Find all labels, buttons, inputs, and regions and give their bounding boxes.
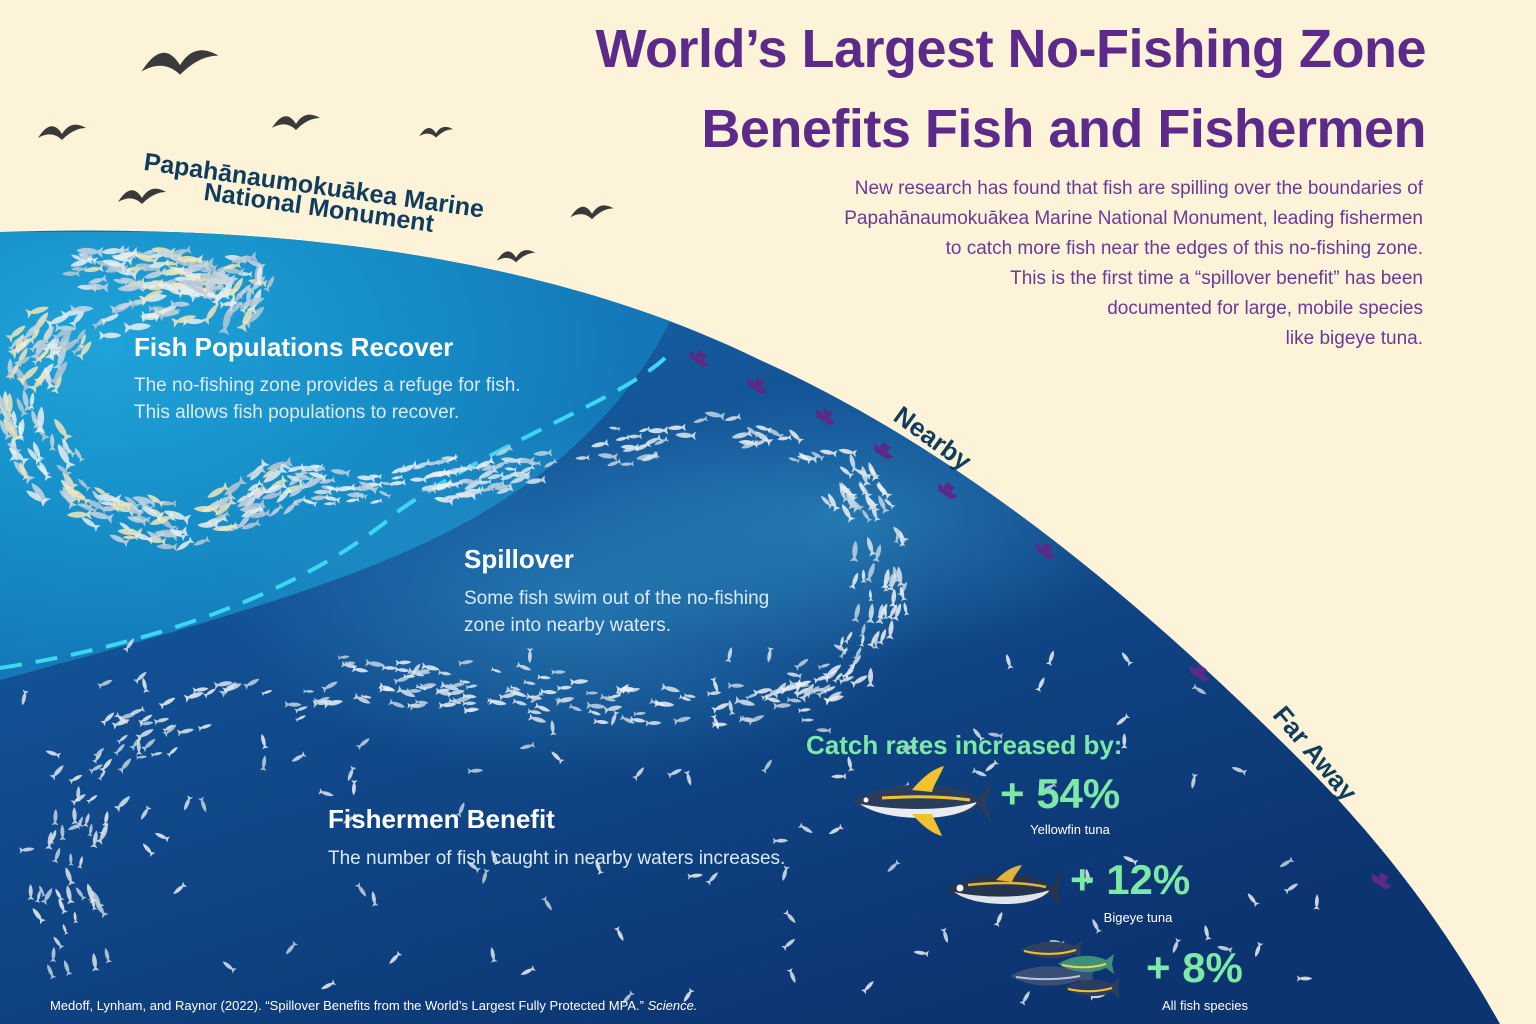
intro-line-2: Papahānaumokuākea Marine National Monume… bbox=[844, 208, 1423, 229]
bigeye-label: Bigeye tuna bbox=[1103, 910, 1173, 925]
citation-journal: Science. bbox=[647, 998, 698, 1013]
spillover-body-line-1: Some fish swim out of the no-fishing bbox=[464, 588, 770, 609]
yellowfin-percent: + 54% bbox=[1000, 770, 1121, 817]
spillover-heading: Spillover bbox=[464, 544, 574, 574]
fishermen-heading: Fishermen Benefit bbox=[328, 804, 555, 834]
intro-line-4: This is the first time a “spillover bene… bbox=[1010, 268, 1423, 289]
title-line-1: World’s Largest No-Fishing Zone bbox=[595, 19, 1426, 79]
title-line-2: Benefits Fish and Fishermen bbox=[701, 99, 1426, 159]
all-species-label: All fish species bbox=[1162, 998, 1248, 1013]
mixed-fish-icon bbox=[1010, 940, 1120, 998]
citation-text: Medoff, Lynham, and Raynor (2022). “Spil… bbox=[50, 998, 644, 1013]
bigeye-percent: + 12% bbox=[1070, 856, 1191, 903]
intro-line-5: documented for large, mobile species bbox=[1107, 298, 1423, 319]
intro-line-3: to catch more fish near the edges of thi… bbox=[945, 238, 1423, 259]
fish-school bbox=[0, 244, 1320, 1006]
yellowfin-tuna-icon bbox=[852, 766, 992, 836]
yellowfin-label: Yellowfin tuna bbox=[1030, 822, 1110, 837]
intro-line-6: like bigeye tuna. bbox=[1285, 328, 1423, 349]
spillover-body-line-2: zone into nearby waters. bbox=[464, 615, 672, 636]
no-fishing-boundary bbox=[0, 356, 667, 670]
recover-heading: Fish Populations Recover bbox=[134, 332, 454, 362]
catch-rates-heading: Catch rates increased by: bbox=[806, 730, 1123, 760]
intro-line-1: New research has found that fish are spi… bbox=[854, 178, 1423, 199]
all-species-percent: + 8% bbox=[1146, 944, 1243, 991]
fishermen-body-line-1: The number of fish caught in nearby wate… bbox=[328, 848, 786, 869]
fishing-boats bbox=[690, 350, 1392, 890]
seabirds bbox=[38, 50, 614, 263]
recover-body-line-1: The no-fishing zone provides a refuge fo… bbox=[134, 375, 521, 396]
bigeye-tuna-icon bbox=[946, 865, 1062, 908]
recover-body-line-2: This allows fish populations to recover. bbox=[134, 402, 460, 423]
citation: Medoff, Lynham, and Raynor (2022). “Spil… bbox=[50, 998, 697, 1013]
